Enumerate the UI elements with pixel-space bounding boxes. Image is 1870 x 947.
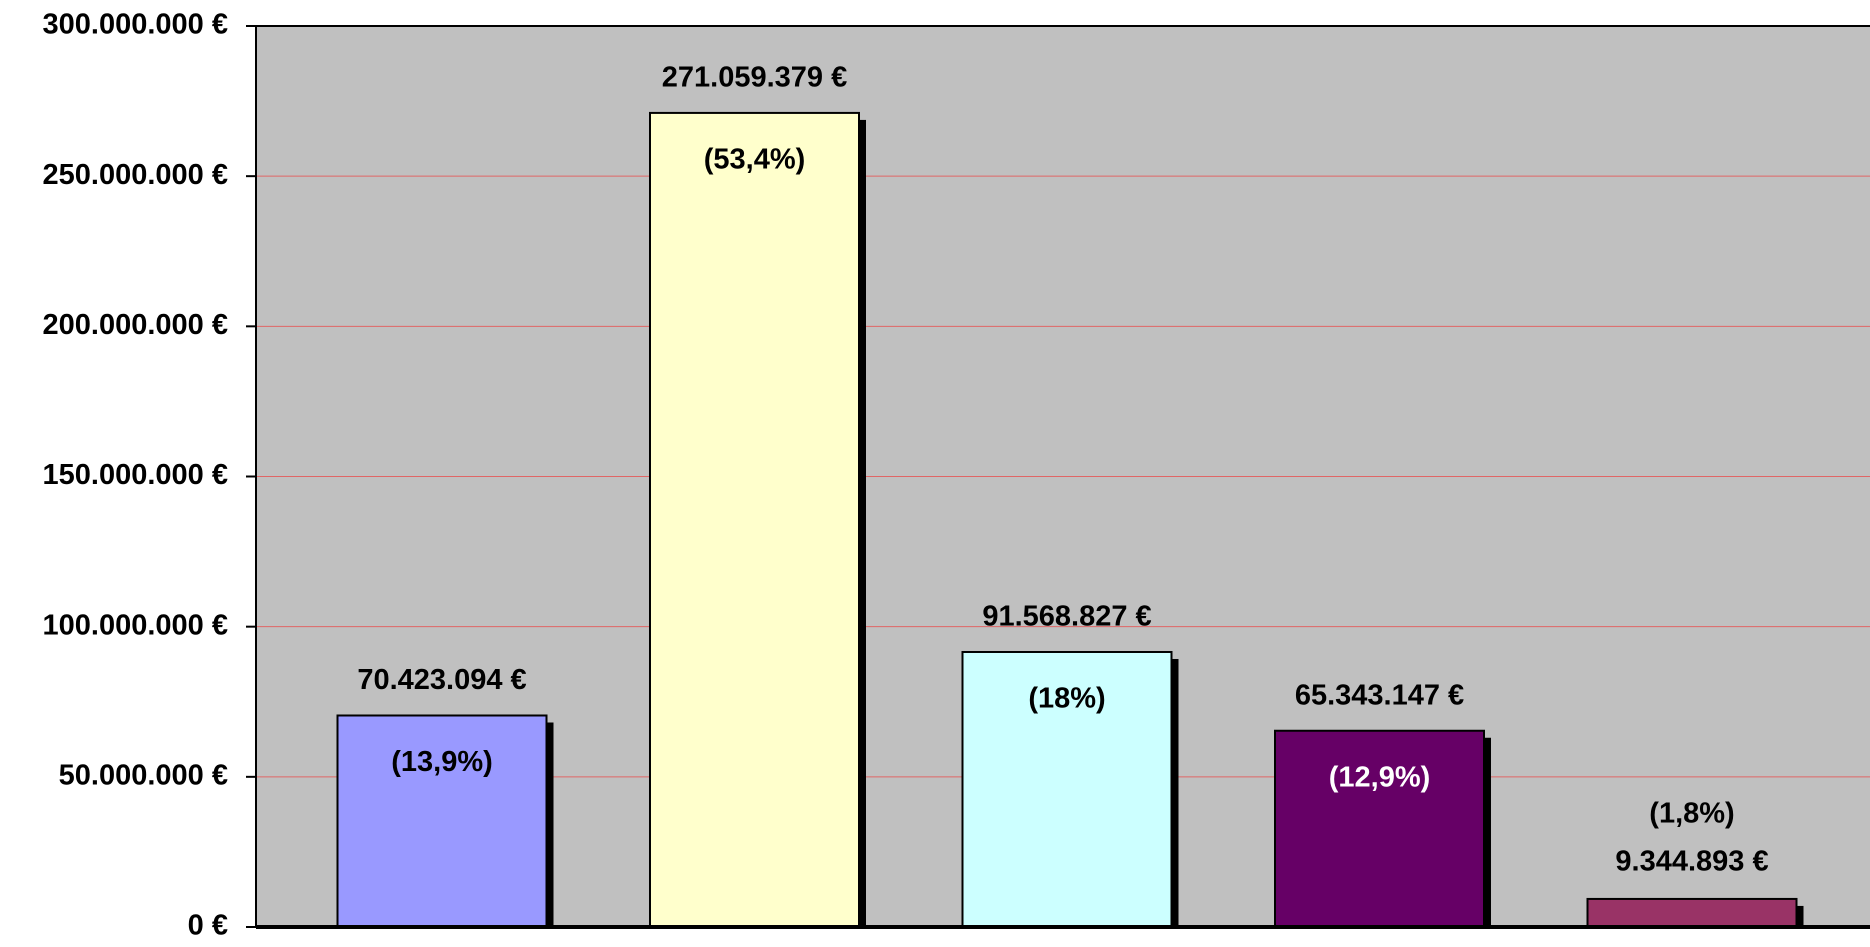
percent-label: (13,9%) [391, 746, 493, 778]
y-tick-label: 0 € [188, 910, 228, 942]
percent-label: (18%) [1028, 683, 1105, 715]
bar [1274, 729, 1485, 928]
percent-label: (1,8%) [1649, 798, 1734, 830]
y-tick-label: 250.000.000 € [43, 159, 228, 191]
value-label: 65.343.147 € [1295, 679, 1464, 711]
value-label: 271.059.379 € [662, 62, 847, 94]
value-label: 9.344.893 € [1615, 846, 1768, 878]
value-label: 91.568.827 € [982, 601, 1151, 633]
y-tick-label: 200.000.000 € [43, 309, 228, 341]
percent-label: (53,4%) [704, 144, 806, 176]
bar [649, 111, 860, 928]
bar [1586, 897, 1798, 928]
y-tick-label: 50.000.000 € [59, 759, 228, 791]
y-tick-label: 300.000.000 € [43, 9, 228, 41]
percent-label: (12,9%) [1329, 761, 1431, 793]
bar [336, 714, 548, 928]
y-tick-label: 100.000.000 € [43, 609, 228, 641]
y-tick-label: 150.000.000 € [43, 459, 228, 491]
value-label: 70.423.094 € [357, 664, 526, 696]
bar [961, 650, 1173, 928]
